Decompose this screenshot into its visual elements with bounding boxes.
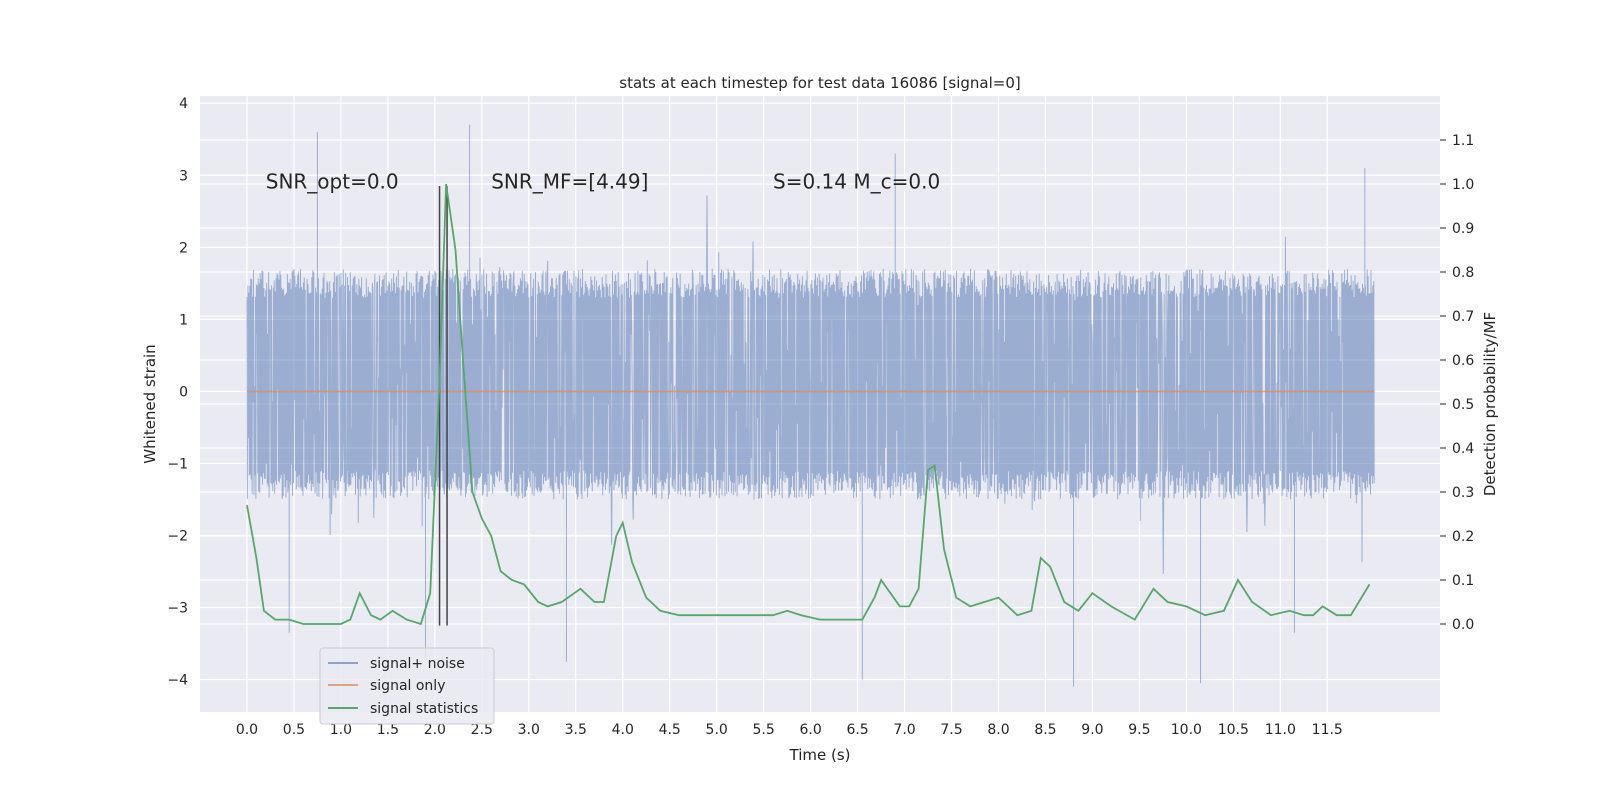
y-ticks: −4 −3 −2 −1 0 1 2 3 4: [167, 96, 188, 688]
y-tick-label: 1: [179, 312, 188, 328]
x-tick-label: 8.5: [1034, 722, 1056, 738]
annotations: SNR_opt=0.0 SNR_MF=[4.49] S=0.14 M_c=0.0: [266, 169, 940, 193]
y2-tick-label: 0.2: [1452, 529, 1474, 545]
y-tick-label: 0: [179, 384, 188, 400]
x-tick-label: 1.5: [377, 722, 399, 738]
x-tick-label: 11.0: [1265, 722, 1296, 738]
signal-statistics-line: [246, 183, 1371, 626]
chart-title: stats at each timestep for test data 160…: [619, 74, 1020, 92]
x-tick-label: 2.5: [471, 722, 493, 738]
legend-label-signal-only: signal only: [370, 678, 445, 694]
x-tick-label: 4.5: [659, 722, 681, 738]
x-tick-label: 6.5: [846, 722, 868, 738]
y-tick-label: −1: [167, 456, 188, 472]
y2-axis-label: Detection probability/MF: [1481, 312, 1499, 496]
x-tick-label: 9.5: [1128, 722, 1150, 738]
y2-tick-label: 0.6: [1452, 353, 1474, 369]
y2-tick-label: 0.4: [1452, 441, 1474, 457]
x-tick-label: 3.0: [518, 722, 540, 738]
x-tick-label: 0.5: [283, 722, 305, 738]
vertical-markers: [438, 186, 448, 626]
y2-tick-label: 0.8: [1452, 265, 1474, 281]
y2-ticks: 0.0 0.1 0.2 0.3 0.4 0.5 0.6 0.7 0.8 0.9 1.0 1.1: [1440, 133, 1474, 633]
y2-tick-label: 1.0: [1452, 177, 1474, 193]
annotation-snr-mf: SNR_MF=[4.49]: [491, 169, 648, 193]
x-tick-label: 3.5: [565, 722, 587, 738]
y2-tick-label: 0.5: [1452, 397, 1474, 413]
y2-tick-label: 0.7: [1452, 309, 1474, 325]
x-tick-label: 8.0: [987, 722, 1009, 738]
x-tick-label: 4.0: [612, 722, 634, 738]
x-tick-label: 2.0: [424, 722, 446, 738]
y-tick-label: 2: [179, 240, 188, 256]
y2-tick-label: 0.3: [1452, 485, 1474, 501]
annotation-s-mc: S=0.14 M_c=0.0: [773, 169, 940, 193]
signal-statistics-series: [246, 183, 1371, 626]
x-tick-label: 9.0: [1081, 722, 1103, 738]
x-tick-label: 10.5: [1218, 722, 1249, 738]
y2-tick-label: 0.9: [1452, 221, 1474, 237]
legend: signal+ noise signal only signal statist…: [319, 647, 495, 725]
legend-label-signal-noise: signal+ noise: [370, 656, 465, 672]
y-tick-label: 4: [179, 96, 188, 112]
y2-tick-label: 1.1: [1452, 133, 1474, 149]
y-tick-label: −4: [167, 673, 188, 689]
x-axis-label: Time (s): [789, 746, 851, 764]
x-tick-label: 11.5: [1312, 722, 1343, 738]
x-tick-label: 7.5: [940, 722, 962, 738]
legend-label-signal-statistics: signal statistics: [370, 701, 478, 717]
x-ticks: 0.0 0.5 1.0 1.5 2.0 2.5 3.0 3.5 4.0 4.5 5.0 5.5 6.0 6…: [236, 722, 1343, 738]
x-tick-label: 5.0: [706, 722, 728, 738]
y-tick-label: −2: [167, 528, 188, 544]
y2-tick-label: 0.0: [1452, 617, 1474, 633]
legend-box: [319, 647, 495, 725]
y-tick-label: 3: [179, 168, 188, 184]
y-axis-label: Whitened strain: [141, 344, 159, 463]
x-tick-label: 10.0: [1171, 722, 1202, 738]
y-tick-label: −3: [167, 601, 188, 617]
x-tick-label: 5.5: [753, 722, 775, 738]
y2-tick-label: 0.1: [1452, 573, 1474, 589]
x-tick-label: 0.0: [236, 722, 258, 738]
annotation-snr-opt: SNR_opt=0.0: [266, 169, 399, 193]
x-tick-label: 7.0: [893, 722, 915, 738]
x-tick-label: 6.0: [799, 722, 821, 738]
x-tick-label: 1.0: [330, 722, 352, 738]
